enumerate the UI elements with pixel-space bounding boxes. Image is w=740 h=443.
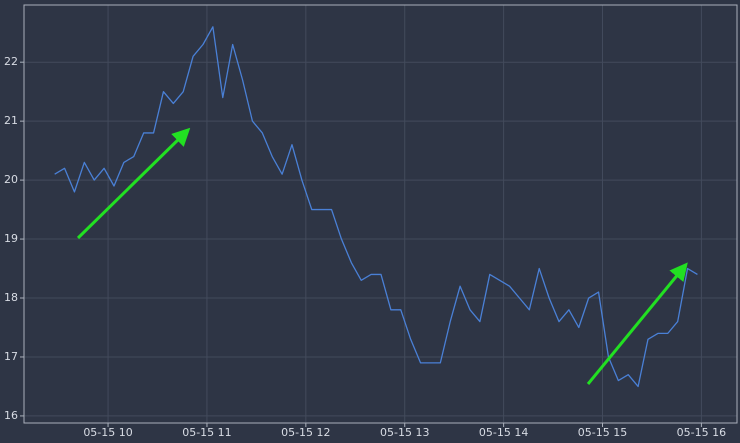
data-line [54, 26, 698, 388]
x-tick-label: 05-15 11 [182, 426, 231, 439]
x-tick-label: 05-15 13 [380, 426, 429, 439]
annotation-arrow [76, 127, 191, 240]
y-tick-label: 18 [4, 291, 18, 304]
x-tick-label: 05-15 16 [677, 426, 726, 439]
y-tick-label: 17 [4, 350, 18, 363]
annotation-arrow [586, 262, 688, 385]
plot-frame [23, 4, 738, 424]
y-tick-label: 22 [4, 55, 18, 68]
y-tick-label: 21 [4, 114, 18, 127]
x-tick-label: 05-15 15 [578, 426, 627, 439]
y-tick-label: 16 [4, 409, 18, 422]
y-tick-label: 19 [4, 232, 18, 245]
y-tick-label: 20 [4, 173, 18, 186]
x-tick-label: 05-15 10 [83, 426, 132, 439]
x-tick-label: 05-15 12 [281, 426, 330, 439]
x-tick-label: 05-15 14 [479, 426, 528, 439]
